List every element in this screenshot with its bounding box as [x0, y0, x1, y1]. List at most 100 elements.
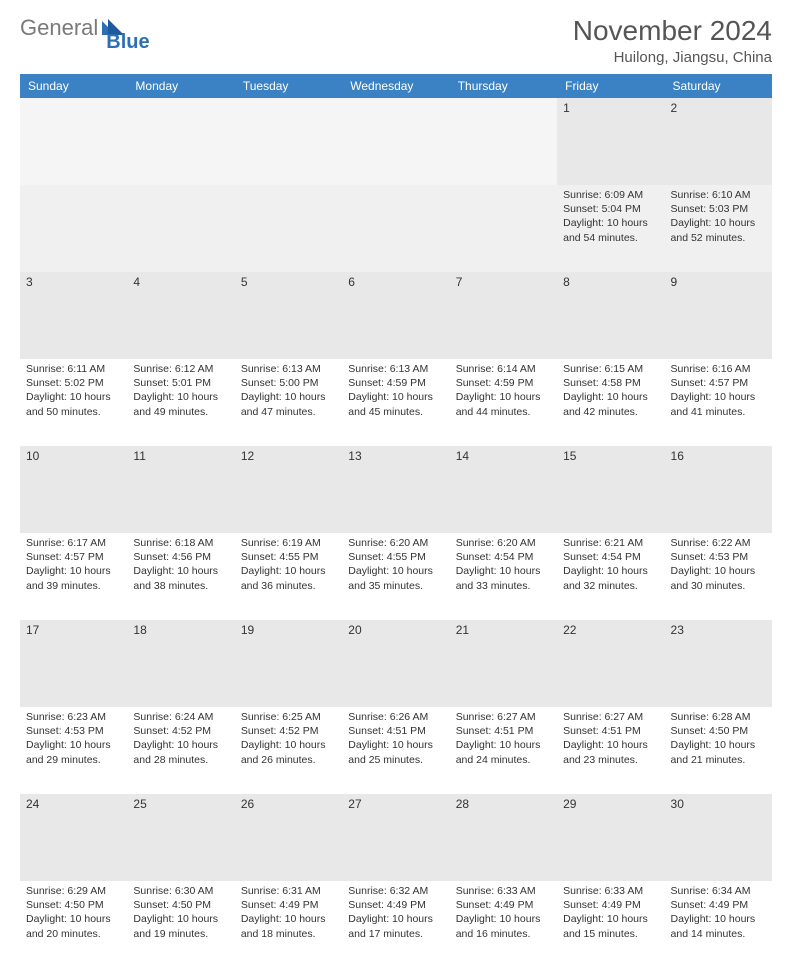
day-cell: Sunrise: 6:32 AMSunset: 4:49 PMDaylight:… — [342, 881, 449, 968]
day-detail: Sunrise: 6:15 AMSunset: 4:58 PMDaylight:… — [563, 362, 658, 419]
day-detail: Sunrise: 6:14 AMSunset: 4:59 PMDaylight:… — [456, 362, 551, 419]
sunset-text: Sunset: 5:03 PM — [671, 202, 766, 216]
sunset-text: Sunset: 4:49 PM — [348, 898, 443, 912]
day-number-cell: 4 — [127, 272, 234, 359]
sunset-text: Sunset: 4:57 PM — [26, 550, 121, 564]
sunset-text: Sunset: 4:49 PM — [563, 898, 658, 912]
day-detail: Sunrise: 6:33 AMSunset: 4:49 PMDaylight:… — [456, 884, 551, 941]
title-area: November 2024 Huilong, Jiangsu, China — [573, 15, 772, 66]
sunset-text: Sunset: 4:53 PM — [26, 724, 121, 738]
day-detail: Sunrise: 6:17 AMSunset: 4:57 PMDaylight:… — [26, 536, 121, 593]
day-cell: Sunrise: 6:28 AMSunset: 4:50 PMDaylight:… — [665, 707, 772, 794]
sunset-text: Sunset: 4:52 PM — [133, 724, 228, 738]
empty-daynum-cell — [450, 98, 557, 185]
sunrise-text: Sunrise: 6:17 AM — [26, 536, 121, 550]
day-detail: Sunrise: 6:09 AMSunset: 5:04 PMDaylight:… — [563, 188, 658, 245]
month-title: November 2024 — [573, 15, 772, 47]
sunrise-text: Sunrise: 6:19 AM — [241, 536, 336, 550]
empty-daynum-cell — [235, 98, 342, 185]
day-number-row: 3456789 — [20, 272, 772, 359]
sunrise-text: Sunrise: 6:33 AM — [563, 884, 658, 898]
daylight-text: Daylight: 10 hours and 24 minutes. — [456, 738, 551, 766]
day-number-cell: 28 — [450, 794, 557, 881]
weekday-header: Thursday — [450, 74, 557, 98]
day-detail: Sunrise: 6:24 AMSunset: 4:52 PMDaylight:… — [133, 710, 228, 767]
sunrise-text: Sunrise: 6:11 AM — [26, 362, 121, 376]
day-cell: Sunrise: 6:18 AMSunset: 4:56 PMDaylight:… — [127, 533, 234, 620]
sunset-text: Sunset: 4:51 PM — [456, 724, 551, 738]
sunrise-text: Sunrise: 6:23 AM — [26, 710, 121, 724]
day-number-row: 17181920212223 — [20, 620, 772, 707]
sunset-text: Sunset: 4:51 PM — [348, 724, 443, 738]
sunrise-text: Sunrise: 6:20 AM — [348, 536, 443, 550]
sunset-text: Sunset: 4:51 PM — [563, 724, 658, 738]
day-cell: Sunrise: 6:22 AMSunset: 4:53 PMDaylight:… — [665, 533, 772, 620]
daylight-text: Daylight: 10 hours and 42 minutes. — [563, 390, 658, 418]
day-cell: Sunrise: 6:23 AMSunset: 4:53 PMDaylight:… — [20, 707, 127, 794]
day-number-row: 24252627282930 — [20, 794, 772, 881]
daylight-text: Daylight: 10 hours and 36 minutes. — [241, 564, 336, 592]
day-number-cell: 1 — [557, 98, 664, 185]
day-number-cell: 9 — [665, 272, 772, 359]
day-number-cell: 7 — [450, 272, 557, 359]
daylight-text: Daylight: 10 hours and 30 minutes. — [671, 564, 766, 592]
day-cell: Sunrise: 6:21 AMSunset: 4:54 PMDaylight:… — [557, 533, 664, 620]
sunset-text: Sunset: 5:01 PM — [133, 376, 228, 390]
calendar-table: SundayMondayTuesdayWednesdayThursdayFrid… — [20, 74, 772, 968]
sunrise-text: Sunrise: 6:10 AM — [671, 188, 766, 202]
daylight-text: Daylight: 10 hours and 18 minutes. — [241, 912, 336, 940]
empty-day-cell — [450, 185, 557, 272]
sunset-text: Sunset: 4:49 PM — [456, 898, 551, 912]
weekday-header: Monday — [127, 74, 234, 98]
day-detail: Sunrise: 6:31 AMSunset: 4:49 PMDaylight:… — [241, 884, 336, 941]
sunrise-text: Sunrise: 6:12 AM — [133, 362, 228, 376]
sunrise-text: Sunrise: 6:21 AM — [563, 536, 658, 550]
daylight-text: Daylight: 10 hours and 47 minutes. — [241, 390, 336, 418]
day-number-cell: 19 — [235, 620, 342, 707]
day-number-cell: 13 — [342, 446, 449, 533]
day-number-cell: 21 — [450, 620, 557, 707]
sunset-text: Sunset: 5:02 PM — [26, 376, 121, 390]
day-detail: Sunrise: 6:33 AMSunset: 4:49 PMDaylight:… — [563, 884, 658, 941]
day-cell: Sunrise: 6:20 AMSunset: 4:54 PMDaylight:… — [450, 533, 557, 620]
day-detail: Sunrise: 6:29 AMSunset: 4:50 PMDaylight:… — [26, 884, 121, 941]
daylight-text: Daylight: 10 hours and 26 minutes. — [241, 738, 336, 766]
sunset-text: Sunset: 4:52 PM — [241, 724, 336, 738]
day-detail: Sunrise: 6:23 AMSunset: 4:53 PMDaylight:… — [26, 710, 121, 767]
sunrise-text: Sunrise: 6:22 AM — [671, 536, 766, 550]
sunset-text: Sunset: 4:50 PM — [26, 898, 121, 912]
empty-daynum-cell — [127, 98, 234, 185]
daylight-text: Daylight: 10 hours and 14 minutes. — [671, 912, 766, 940]
day-cell: Sunrise: 6:26 AMSunset: 4:51 PMDaylight:… — [342, 707, 449, 794]
daylight-text: Daylight: 10 hours and 17 minutes. — [348, 912, 443, 940]
day-number-cell: 2 — [665, 98, 772, 185]
sunrise-text: Sunrise: 6:13 AM — [348, 362, 443, 376]
daylight-text: Daylight: 10 hours and 45 minutes. — [348, 390, 443, 418]
day-cell: Sunrise: 6:34 AMSunset: 4:49 PMDaylight:… — [665, 881, 772, 968]
day-number-cell: 17 — [20, 620, 127, 707]
sunrise-text: Sunrise: 6:28 AM — [671, 710, 766, 724]
sunset-text: Sunset: 4:50 PM — [671, 724, 766, 738]
day-cell: Sunrise: 6:16 AMSunset: 4:57 PMDaylight:… — [665, 359, 772, 446]
day-cell: Sunrise: 6:24 AMSunset: 4:52 PMDaylight:… — [127, 707, 234, 794]
week-body-row: Sunrise: 6:09 AMSunset: 5:04 PMDaylight:… — [20, 185, 772, 272]
day-detail: Sunrise: 6:20 AMSunset: 4:55 PMDaylight:… — [348, 536, 443, 593]
daylight-text: Daylight: 10 hours and 16 minutes. — [456, 912, 551, 940]
day-number-cell: 24 — [20, 794, 127, 881]
day-number-cell: 25 — [127, 794, 234, 881]
sunset-text: Sunset: 4:49 PM — [671, 898, 766, 912]
empty-day-cell — [20, 185, 127, 272]
day-cell: Sunrise: 6:31 AMSunset: 4:49 PMDaylight:… — [235, 881, 342, 968]
day-number-cell: 20 — [342, 620, 449, 707]
day-detail: Sunrise: 6:27 AMSunset: 4:51 PMDaylight:… — [456, 710, 551, 767]
day-detail: Sunrise: 6:32 AMSunset: 4:49 PMDaylight:… — [348, 884, 443, 941]
daylight-text: Daylight: 10 hours and 38 minutes. — [133, 564, 228, 592]
day-number-cell: 15 — [557, 446, 664, 533]
day-detail: Sunrise: 6:27 AMSunset: 4:51 PMDaylight:… — [563, 710, 658, 767]
day-number-cell: 14 — [450, 446, 557, 533]
daylight-text: Daylight: 10 hours and 25 minutes. — [348, 738, 443, 766]
day-number-cell: 23 — [665, 620, 772, 707]
day-detail: Sunrise: 6:11 AMSunset: 5:02 PMDaylight:… — [26, 362, 121, 419]
day-detail: Sunrise: 6:16 AMSunset: 4:57 PMDaylight:… — [671, 362, 766, 419]
sunrise-text: Sunrise: 6:26 AM — [348, 710, 443, 724]
